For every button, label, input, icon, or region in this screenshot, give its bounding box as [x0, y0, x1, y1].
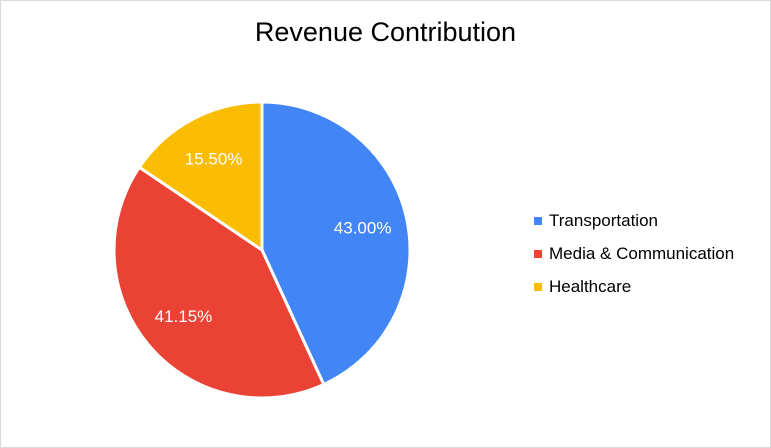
legend-swatch-healthcare	[534, 282, 542, 291]
legend: Transportation Media & Communication Hea…	[534, 204, 734, 303]
legend-swatch-media-communication	[534, 249, 542, 258]
legend-label-transportation: Transportation	[549, 210, 658, 230]
pie-slice-media-communication[interactable]	[112, 165, 326, 400]
slice-label-healthcare: 15.50%	[185, 150, 243, 169]
legend-item-healthcare[interactable]: Healthcare	[534, 270, 734, 303]
legend-label-media-communication: Media & Communication	[549, 243, 735, 263]
legend-item-media-communication[interactable]: Media & Communication	[534, 237, 734, 270]
pie-slice-transportation[interactable]	[260, 100, 412, 387]
slice-label-transportation: 43.00%	[334, 219, 392, 238]
legend-swatch-transportation	[534, 216, 542, 225]
pie-slice-healthcare[interactable]	[137, 100, 264, 252]
legend-item-transportation[interactable]: Transportation	[534, 204, 734, 237]
legend-label-healthcare: Healthcare	[549, 276, 632, 296]
chart-title: Revenue Contribution	[254, 17, 517, 47]
slice-label-media-communication: 41.15%	[155, 307, 213, 326]
